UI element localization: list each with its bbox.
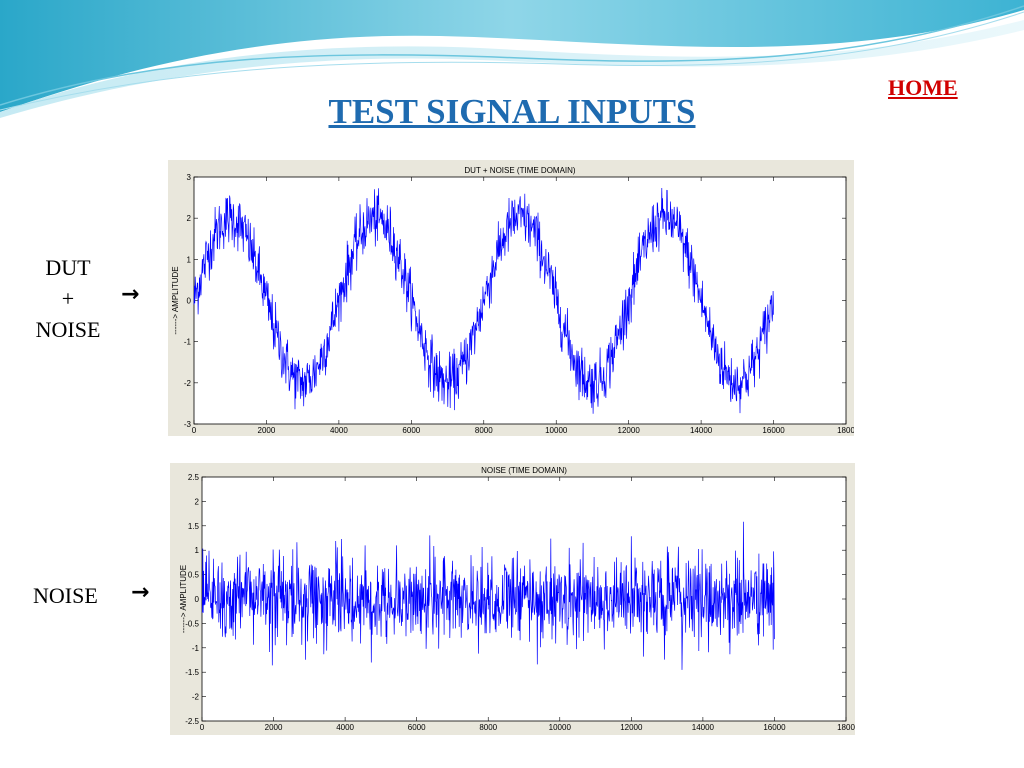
y-tick-label: 0.5 — [188, 571, 200, 580]
noise-label: NOISE — [33, 583, 98, 608]
y-tick-label: 2 — [187, 214, 192, 223]
y-tick-label: -3 — [184, 420, 192, 429]
slide-title: TEST SIGNAL INPUTS — [328, 92, 696, 131]
dut-noise-chart: DUT + NOISE (TIME DOMAIN) ------> AMPLITU… — [171, 166, 854, 435]
x-tick-label: 2000 — [265, 723, 283, 732]
y-axis-label: ------> AMPLITUDE — [171, 266, 180, 334]
y-tick-label: 0 — [195, 595, 200, 604]
noise-figure: NOISE (TIME DOMAIN) ------> AMPLITUDE 0 200… — [170, 463, 855, 735]
x-tick-label: 16000 — [763, 723, 786, 732]
x-tick-label: 6000 — [408, 723, 426, 732]
x-tick-label: 1800 — [837, 723, 855, 732]
x-tick-label: 8000 — [479, 723, 497, 732]
y-tick-label: -2.5 — [185, 717, 199, 726]
y-tick-label: 1 — [187, 255, 192, 264]
x-tick-label: 8000 — [475, 426, 493, 435]
chart-title: DUT + NOISE (TIME DOMAIN) — [464, 166, 576, 175]
y-tick-label: 1 — [195, 546, 200, 555]
y-tick-label: 1.5 — [188, 522, 200, 531]
label-line-plus: + — [61, 286, 75, 311]
signal-series-line — [193, 187, 774, 414]
y-axis-label: ------> AMPLITUDE — [179, 565, 188, 633]
right-arrow-icon: → — [121, 282, 140, 307]
x-tick-label: 14000 — [690, 426, 713, 435]
label-line-noise: NOISE — [35, 317, 101, 342]
chart-title: NOISE (TIME DOMAIN) — [481, 466, 567, 475]
x-tick-label: 4000 — [336, 723, 354, 732]
x-tick-label: 6000 — [402, 426, 420, 435]
dut-noise-figure: DUT + NOISE (TIME DOMAIN) ------> AMPLITU… — [168, 160, 854, 436]
x-tick-label: 0 — [200, 723, 205, 732]
y-tick-label: -1 — [192, 644, 200, 653]
y-tick-label: -0.5 — [185, 619, 199, 628]
x-tick-label: 1800 — [837, 426, 854, 435]
y-tick-label: -1.5 — [185, 668, 199, 677]
y-tick-label: -2 — [184, 379, 192, 388]
x-tick-label: 12000 — [618, 426, 641, 435]
home-link[interactable]: HOME — [888, 75, 958, 100]
y-tick-label: -1 — [184, 338, 192, 347]
y-tick-label: -2 — [192, 693, 200, 702]
header-wave-decoration — [0, 0, 1024, 118]
y-tick-label: 2.5 — [188, 473, 200, 482]
y-tick-label: 0 — [187, 297, 192, 306]
x-tick-label: 4000 — [330, 426, 348, 435]
x-tick-label: 16000 — [762, 426, 785, 435]
label-line-dut: DUT — [45, 255, 91, 280]
x-tick-label: 12000 — [620, 723, 643, 732]
x-tick-label: 10000 — [549, 723, 572, 732]
y-tick-label: 2 — [195, 497, 200, 506]
x-tick-label: 0 — [192, 426, 197, 435]
x-tick-label: 2000 — [258, 426, 276, 435]
dut-plus-noise-label: DUT + NOISE — [24, 252, 112, 345]
y-tick-label: 3 — [187, 173, 192, 182]
x-tick-label: 10000 — [545, 426, 568, 435]
x-tick-label: 14000 — [692, 723, 715, 732]
right-arrow-icon: → — [131, 580, 150, 605]
